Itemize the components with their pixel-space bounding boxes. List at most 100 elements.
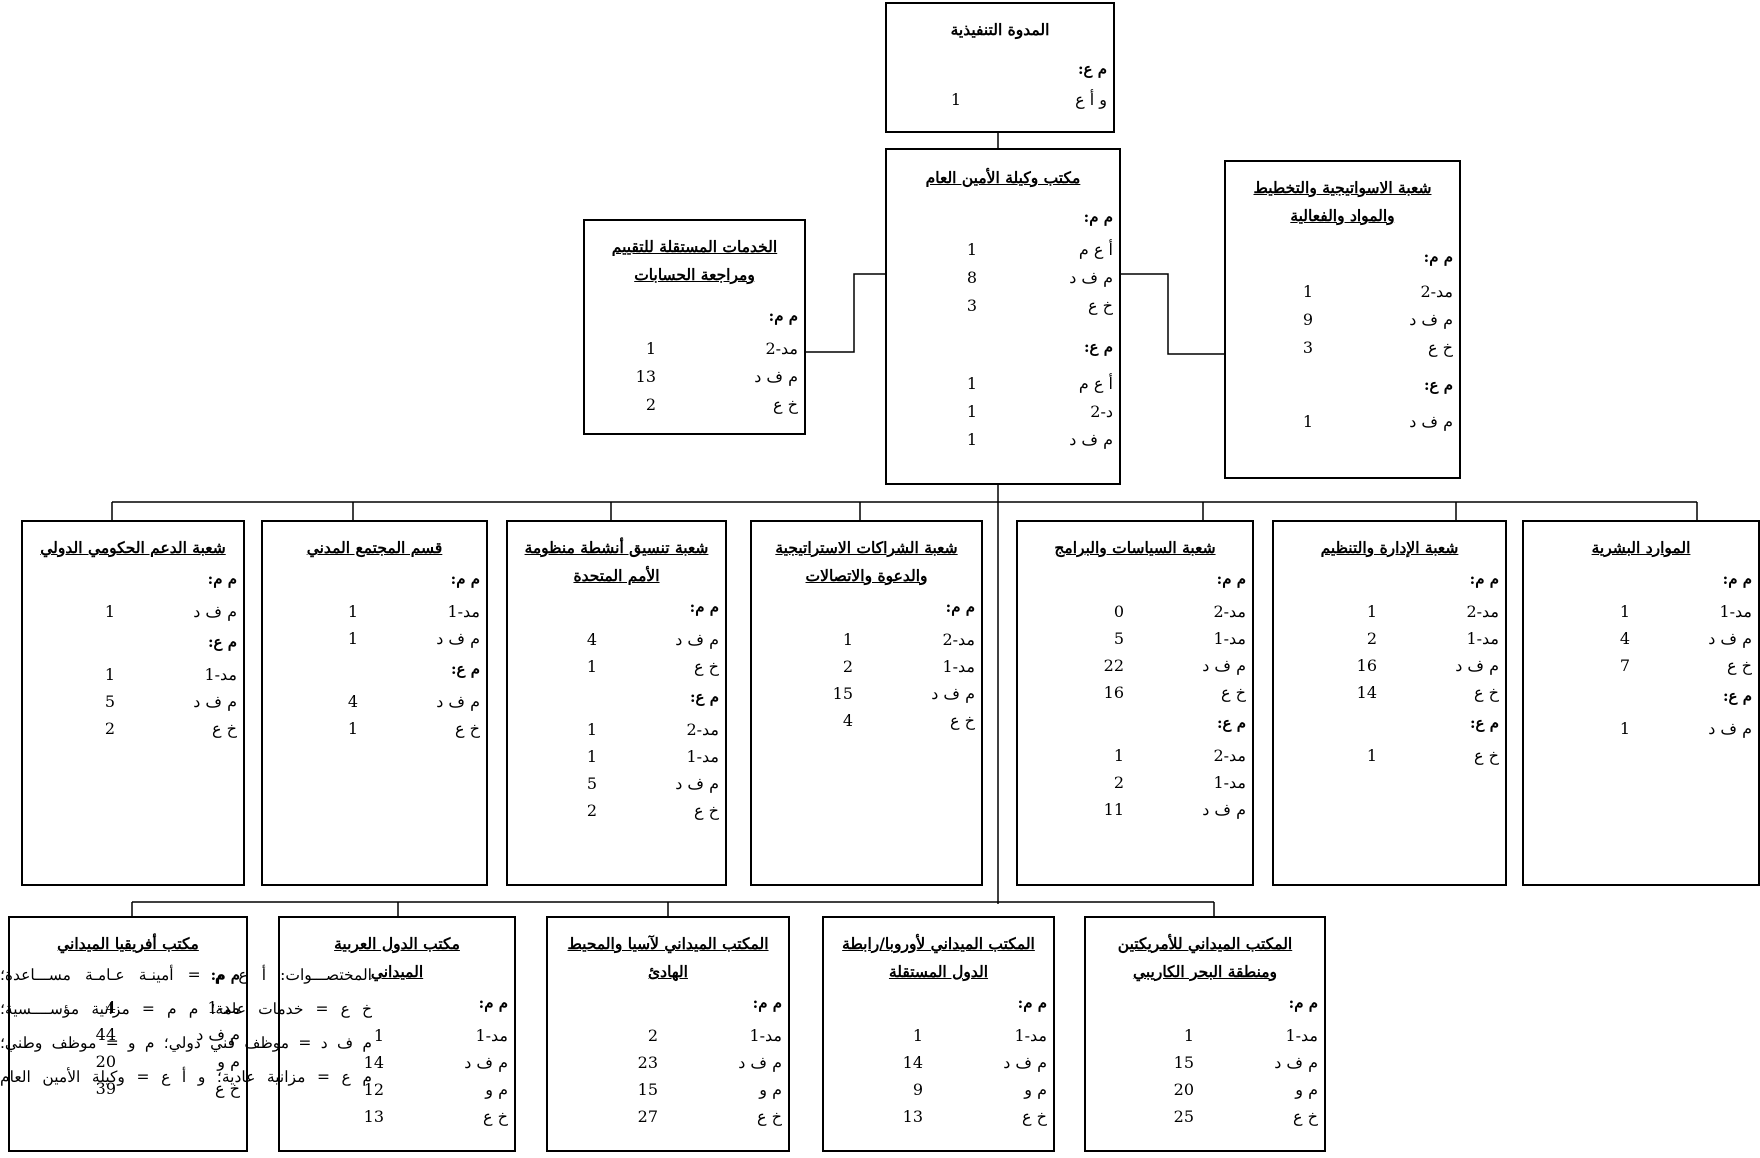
africa-box: مكتب أفريقيا الميداني م م: مد-1 4 م ف د 44 م و… — [8, 916, 248, 1152]
post-count: 1 — [586, 657, 597, 676]
post-count: 22 — [1103, 656, 1124, 675]
usg-office-title: مكتب وكيلة الأمين العام — [925, 168, 1081, 187]
staff-row: خ ع 13 — [830, 1107, 1047, 1129]
staff-row: مد-2 1 — [1280, 602, 1499, 624]
post-count: 2 — [842, 657, 853, 676]
post-count: 44 — [95, 1025, 116, 1044]
staff-row: م ف د 16 — [1280, 656, 1499, 678]
coordination-box: شعبة تنسيق أنشطة منظومة الأمم المتحدة م م:… — [506, 520, 727, 886]
staff-row: م ف د 4 — [514, 630, 719, 652]
post-code: خ ع — [1474, 683, 1499, 702]
staff-row: م ف د 8 — [893, 268, 1113, 290]
post-count: 4 — [586, 630, 597, 649]
staff-row: خ ع 3 — [1232, 338, 1453, 360]
staff-row: خ ع 7 — [1530, 656, 1752, 678]
staff-row: م ف د 13 — [591, 367, 798, 389]
section-label-posts: م م: — [689, 598, 719, 616]
section-label-posts: م م: — [768, 307, 798, 325]
post-count: 9 — [912, 1080, 923, 1099]
partnerships-box: شعبة الشراكات الاستراتيجية والدعوة والاتص… — [750, 520, 983, 886]
staff-row: مد-1 1 — [286, 1026, 508, 1048]
unit-title: مكتب أفريقيا الميداني — [57, 934, 199, 953]
staff-row: م و 20 — [16, 1052, 240, 1074]
staff-row: مد-2 1 — [1024, 746, 1246, 768]
post-count: 2 — [647, 1026, 658, 1045]
post-count: 14 — [1356, 683, 1377, 702]
post-count: 2 — [1113, 773, 1124, 792]
post-code: مد-1 — [686, 747, 719, 766]
post-count: 1 — [1366, 602, 1377, 621]
post-code: م ف د — [754, 367, 798, 386]
post-code: خ ع — [1428, 338, 1453, 357]
staff-row: مد-1 2 — [554, 1026, 782, 1048]
staff-row: خ ع 39 — [16, 1079, 240, 1101]
section-label-posts: م م: — [1083, 208, 1113, 226]
staff-row: م و 15 — [554, 1080, 782, 1102]
post-code: مد-2 — [1466, 602, 1499, 621]
post-code: خ ع — [1727, 656, 1752, 675]
post-code: م ف د — [1069, 430, 1113, 449]
post-count: 1 — [842, 630, 853, 649]
section-label-posts: م م: — [945, 598, 975, 616]
post-code: خ ع — [455, 719, 480, 738]
post-count: 27 — [637, 1107, 658, 1126]
post-code: مد-2 — [1213, 602, 1246, 621]
americas-box: المكتب الميداني للأمريكتين ومنطقة البحر ا… — [1084, 916, 1326, 1152]
section-label-posts: م م: — [478, 994, 508, 1012]
post-count: 15 — [1173, 1053, 1194, 1072]
post-code: خ ع — [1221, 683, 1246, 702]
post-count: 39 — [95, 1079, 116, 1098]
post-count: 12 — [363, 1080, 384, 1099]
post-code: م و — [1295, 1080, 1318, 1099]
staff-row: م و 20 — [1092, 1080, 1318, 1102]
post-count: 20 — [95, 1052, 116, 1071]
section-label-extra: م ع: — [690, 688, 719, 706]
post-count: 14 — [363, 1053, 384, 1072]
post-code: م ف د — [193, 602, 237, 621]
post-count: 1 — [1302, 412, 1313, 431]
executive-board-title: المدوة التنفيذية — [950, 20, 1050, 39]
section-label-posts: م م: — [1423, 248, 1453, 266]
post-code: م و — [485, 1080, 508, 1099]
post-code: خ ع — [1293, 1107, 1318, 1126]
staff-row: د-2 1 — [893, 402, 1113, 424]
section-label-posts: م م: — [210, 966, 240, 984]
staff-row: و أ ع 1 — [893, 90, 1107, 112]
post-count: 1 — [966, 374, 977, 393]
staff-row: خ ع 16 — [1024, 683, 1246, 705]
section-label-posts: م م: — [450, 570, 480, 588]
division-title: والمواد والفعالية — [1290, 206, 1395, 225]
post-count: 1 — [347, 719, 358, 738]
staff-row: م و 9 — [830, 1080, 1047, 1102]
unit-title: شعبة الدعم الحكومي الدولي — [40, 538, 226, 557]
strategy-division-box: شعبة الاسواتيجية والتخطيط والمواد والفعا… — [1224, 160, 1461, 479]
post-count: 1 — [966, 240, 977, 259]
post-count: 1 — [1302, 282, 1313, 301]
unit-title: مكتب الدول العربية — [334, 934, 460, 953]
post-count: 1 — [373, 1026, 384, 1045]
unit-title: الأمم المتحدة — [573, 566, 660, 585]
post-count: 1 — [1619, 602, 1630, 621]
post-count: 1 — [347, 602, 358, 621]
post-count: 11 — [1103, 800, 1124, 819]
post-count: 2 — [645, 395, 656, 414]
legend-line: خ ع = خدمات عامة؛ م م = مزانية مؤســــسي… — [0, 1000, 372, 1018]
staff-row: مد-1 4 — [16, 998, 240, 1020]
staff-row: م ف د 1 — [1232, 412, 1453, 434]
civil-box: قسم المجتمع المدني م م: مد-1 1 م ف د 1 م ع: م ف… — [261, 520, 488, 886]
section-label-extra: م ع: — [451, 660, 480, 678]
post-code: م و — [759, 1080, 782, 1099]
post-code: و أ ع — [1075, 90, 1107, 109]
section-label-extra: م ع: — [1084, 338, 1113, 356]
post-count: 1 — [645, 339, 656, 358]
post-code: خ ع — [757, 1107, 782, 1126]
post-code: خ ع — [483, 1107, 508, 1126]
post-code: مد-1 — [1466, 629, 1499, 648]
post-code: م و — [1024, 1080, 1047, 1099]
post-count: 5 — [586, 774, 597, 793]
usg-office-box: مكتب وكيلة الأمين العام م م: أ ع م 1 م ف … — [885, 148, 1121, 485]
post-count: 1 — [1366, 746, 1377, 765]
post-code: م ف د — [1274, 1053, 1318, 1072]
post-code: مد-1 — [207, 998, 240, 1017]
